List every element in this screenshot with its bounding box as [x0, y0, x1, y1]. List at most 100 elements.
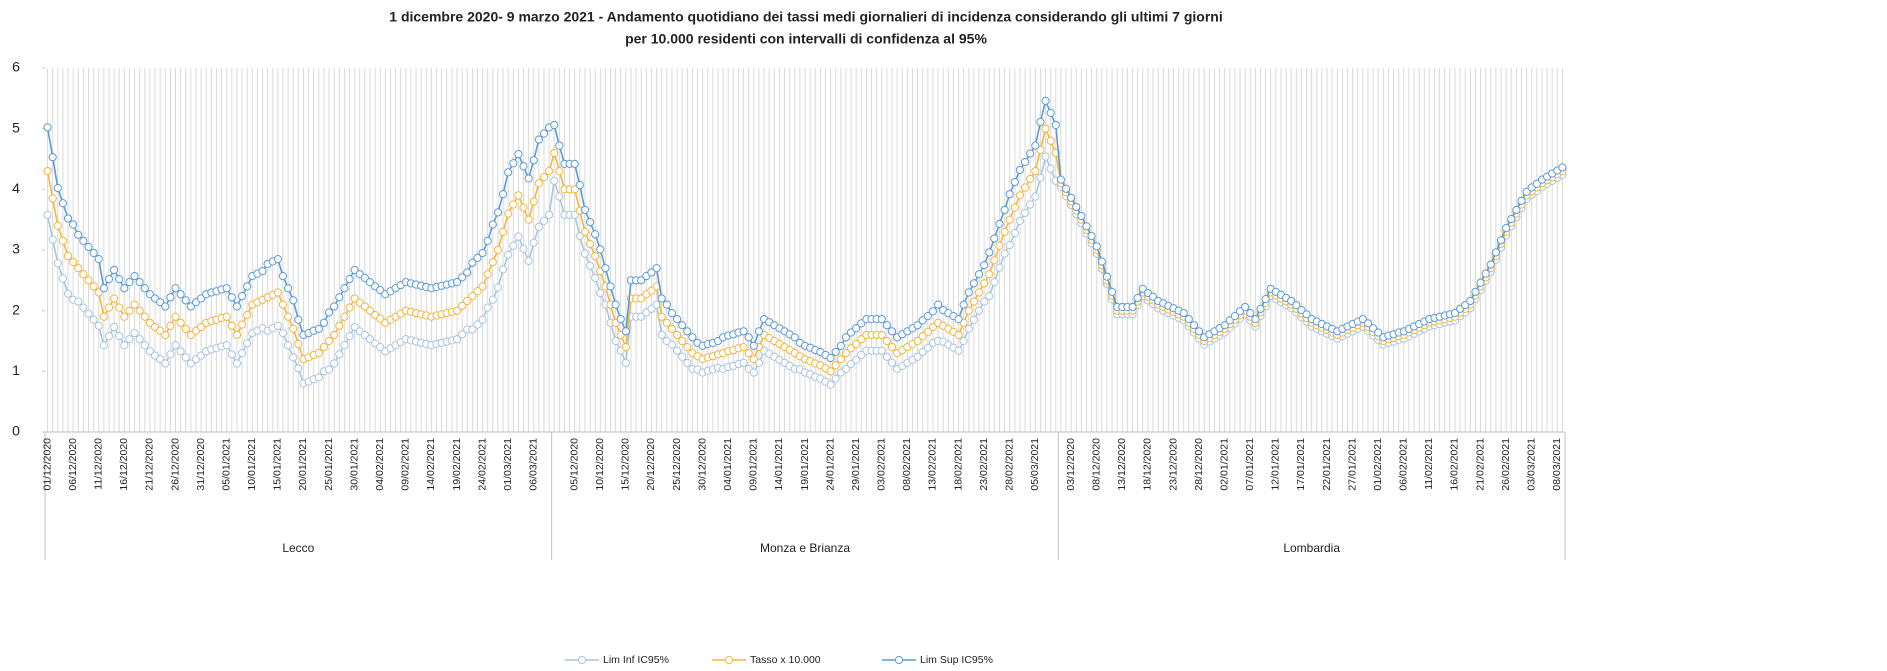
data-point [969, 315, 978, 324]
data-point [130, 329, 139, 338]
legend-label: Lim Sup IC95% [920, 654, 993, 666]
data-point [63, 289, 73, 298]
data-point [667, 324, 677, 333]
data-point [591, 230, 600, 239]
data-point [350, 322, 359, 332]
x-tick-label: 29/01/2021 [850, 438, 862, 491]
data-point [846, 359, 856, 369]
data-point [683, 342, 692, 352]
data-point [1502, 224, 1511, 233]
data-point [887, 342, 897, 352]
data-point [452, 278, 462, 287]
data-point [529, 156, 538, 165]
data-point [744, 333, 753, 342]
data-point [647, 304, 656, 313]
data-point [974, 306, 984, 315]
data-point [109, 322, 119, 332]
data-point [995, 219, 1004, 229]
data-point [161, 359, 170, 368]
data-point [585, 239, 595, 249]
data-point [662, 318, 671, 327]
x-tick-label: 28/12/2020 [1193, 438, 1205, 491]
data-point [637, 294, 646, 303]
data-point [458, 273, 467, 282]
data-point [657, 312, 666, 321]
data-point [63, 251, 73, 261]
data-point [652, 264, 661, 273]
data-point [826, 380, 835, 389]
x-tick-label: 03/12/2020 [1065, 438, 1077, 491]
data-point [959, 300, 968, 309]
data-point [473, 320, 482, 329]
data-point [1287, 296, 1296, 306]
data-point [145, 318, 155, 327]
data-point [161, 330, 170, 340]
data-point [739, 358, 748, 367]
x-tick-label: 09/02/2021 [400, 438, 412, 491]
data-point [58, 199, 68, 208]
data-point [48, 153, 57, 162]
data-point [186, 359, 195, 368]
data-point [283, 341, 293, 350]
data-point [739, 342, 748, 352]
data-point [360, 330, 369, 340]
data-point [196, 294, 206, 303]
data-point [985, 248, 994, 257]
data-point [974, 270, 984, 279]
data-point [488, 295, 497, 304]
data-point [529, 197, 538, 206]
data-point [882, 352, 891, 361]
data-point [923, 312, 932, 321]
data-point [980, 261, 989, 270]
data-point [1051, 120, 1060, 130]
data-point [463, 268, 472, 277]
data-point [1020, 208, 1030, 218]
data-point [360, 273, 369, 283]
data-point [273, 255, 282, 264]
data-point [156, 326, 165, 335]
data-point [1077, 211, 1086, 221]
data-point [954, 346, 963, 355]
data-point [754, 327, 764, 336]
data-point [749, 355, 758, 364]
x-tick-label: 08/12/2020 [1090, 438, 1102, 491]
x-tick-label: 17/01/2021 [1295, 438, 1307, 491]
data-point [1461, 301, 1470, 310]
data-point [1251, 315, 1260, 324]
data-point [1241, 302, 1250, 312]
data-point [580, 249, 590, 258]
data-point [852, 324, 861, 333]
data-point [534, 135, 543, 144]
data-point [923, 343, 932, 352]
data-point [918, 332, 927, 341]
data-point [1061, 184, 1071, 193]
data-point [637, 312, 646, 321]
data-point [478, 282, 487, 291]
data-point [1005, 190, 1014, 199]
data-point [1374, 328, 1383, 337]
data-point [1517, 196, 1526, 205]
data-point [493, 283, 503, 292]
x-tick-label: 04/02/2021 [374, 438, 386, 491]
data-point [1000, 205, 1009, 215]
y-tick-label: 2 [12, 301, 20, 317]
x-tick-label: 31/12/2020 [195, 438, 207, 491]
data-point [570, 159, 579, 168]
x-tick-label: 24/01/2021 [824, 438, 836, 491]
data-point [1302, 310, 1311, 319]
data-point [74, 230, 83, 239]
data-point [596, 288, 605, 298]
data-point [550, 120, 559, 130]
data-point [171, 284, 180, 293]
data-point [376, 285, 385, 295]
y-tick-label: 1 [12, 362, 20, 378]
data-point [1000, 227, 1009, 236]
data-point [79, 270, 88, 279]
data-point [841, 364, 851, 374]
data-point [1036, 173, 1045, 182]
legend-marker [577, 655, 587, 665]
data-point [156, 298, 165, 307]
data-point [1246, 308, 1255, 318]
data-point [89, 315, 98, 324]
data-point [990, 278, 999, 287]
